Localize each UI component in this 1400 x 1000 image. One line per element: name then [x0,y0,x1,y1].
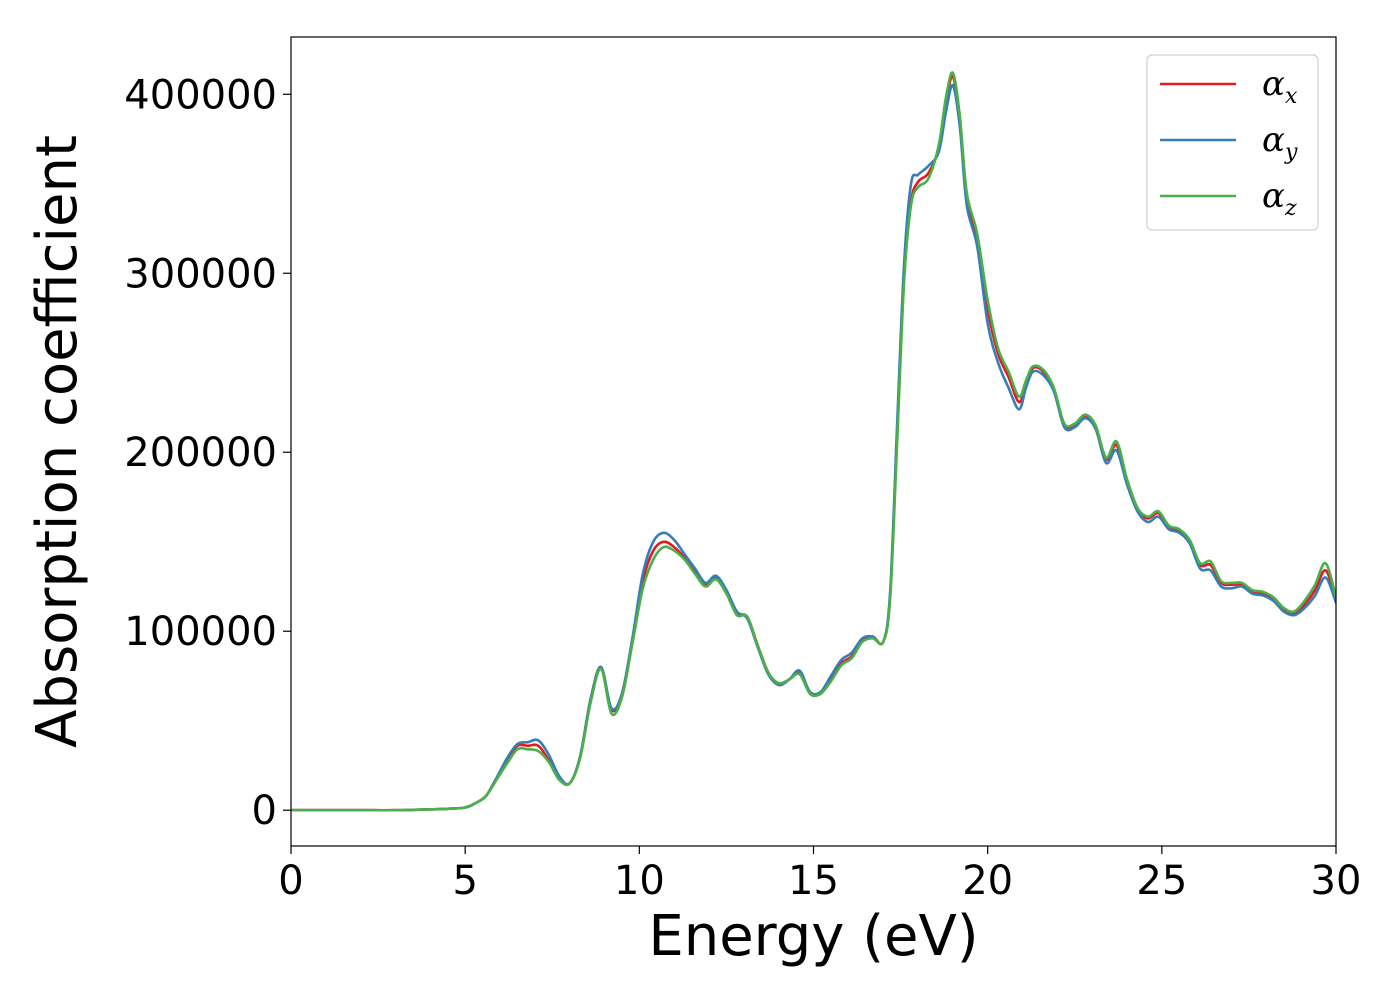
y-axis: 0 100000 200000 300000 400000 [124,72,291,834]
x-tick-label: 20 [962,858,1013,904]
legend-entries: αx αy αz [1160,64,1298,221]
legend-entry-z: αz [1160,176,1297,221]
x-tick-label: 25 [1136,858,1187,904]
x-tick-label: 5 [452,858,477,904]
series-layer [291,71,1336,812]
legend-entry-x: αx [1160,64,1298,109]
y-tick-label: 0 [252,788,277,834]
series-line-z [291,71,1336,812]
legend-label: αz [1262,176,1297,221]
y-tick-label: 200000 [124,430,277,476]
x-axis: 0 5 10 15 20 25 30 [278,846,1361,904]
y-tick-label: 400000 [124,72,277,118]
legend-label: αx [1262,64,1298,109]
y-axis-title: Absorption coefficient [25,135,90,748]
x-tick-label: 30 [1311,858,1362,904]
legend-label: αy [1262,120,1298,165]
x-tick-label: 0 [278,858,303,904]
legend: αx αy αz [1146,54,1319,231]
x-tick-label: 15 [788,858,839,904]
legend-entry-y: αy [1160,120,1298,165]
x-tick-label: 10 [614,858,665,904]
y-tick-label: 300000 [124,251,277,297]
x-axis-title: Energy (eV) [648,904,978,969]
legend-box [1146,54,1319,231]
y-tick-label: 100000 [124,609,277,655]
